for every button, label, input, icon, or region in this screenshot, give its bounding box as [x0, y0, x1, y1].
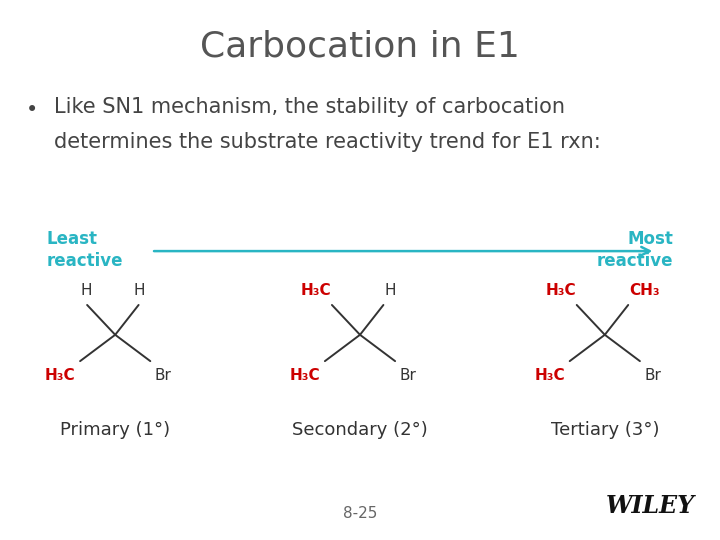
- Text: Br: Br: [155, 368, 172, 383]
- Text: H₃C: H₃C: [534, 368, 565, 383]
- Text: Br: Br: [644, 368, 662, 383]
- Text: Least
reactive: Least reactive: [47, 230, 123, 269]
- Text: H₃C: H₃C: [45, 368, 76, 383]
- Text: CH₃: CH₃: [629, 283, 660, 298]
- Text: 8-25: 8-25: [343, 506, 377, 521]
- Text: Tertiary (3°): Tertiary (3°): [551, 421, 659, 439]
- Text: Like SN1 mechanism, the stability of carbocation: Like SN1 mechanism, the stability of car…: [54, 97, 565, 117]
- Text: WILEY: WILEY: [606, 495, 695, 518]
- Text: Most
reactive: Most reactive: [597, 230, 673, 269]
- Text: H: H: [81, 283, 92, 298]
- Text: H₃C: H₃C: [300, 283, 331, 298]
- Text: •: •: [26, 100, 39, 120]
- Text: H₃C: H₃C: [289, 368, 320, 383]
- Text: Br: Br: [400, 368, 417, 383]
- Text: H₃C: H₃C: [545, 283, 576, 298]
- Text: Secondary (2°): Secondary (2°): [292, 421, 428, 439]
- Text: determines the substrate reactivity trend for E1 rxn:: determines the substrate reactivity tren…: [54, 132, 600, 152]
- Text: H: H: [134, 283, 145, 298]
- Text: Carbocation in E1: Carbocation in E1: [200, 30, 520, 64]
- Text: H: H: [384, 283, 396, 298]
- Text: Primary (1°): Primary (1°): [60, 421, 170, 439]
